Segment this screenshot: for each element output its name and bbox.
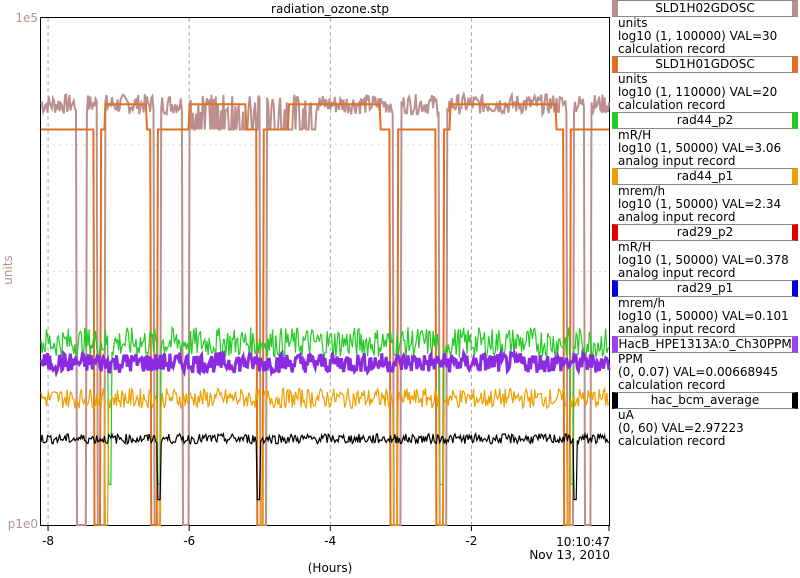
legend-type: analog input record — [618, 266, 736, 280]
legend-units: units — [618, 72, 648, 86]
legend-entry: hac_bcm_average uA (0, 60) VAL=2.97223 calc… — [612, 392, 800, 448]
legend-range: log10 (1, 50000) VAL=0.378 — [618, 253, 789, 267]
legend-range: log10 (1, 50000) VAL=2.34 — [618, 197, 782, 211]
x-tick-label: -4 — [324, 534, 336, 548]
plot-frame — [40, 17, 610, 526]
legend-type: calculation record — [618, 378, 726, 392]
legend-entry: rad44_p1 mrem/h log10 (1, 50000) VAL=2.34 a… — [612, 168, 800, 224]
end-time-label: 10:10:47 — [556, 535, 610, 549]
legend-units: mrem/h — [618, 296, 666, 310]
legend-units: mR/H — [618, 128, 652, 142]
x-tick-label: -6 — [183, 534, 195, 548]
legend-entry: HacB_HPE1313A:0_Ch30PPM PPM (0, 0.07) VAL=… — [612, 336, 800, 392]
x-tick-label: -8 — [42, 534, 54, 548]
legend-entry: SLD1H02GDOSC units log10 (1, 100000) VAL=3… — [612, 0, 800, 56]
legend-range: (0, 0.07) VAL=0.00668945 — [618, 365, 779, 379]
legend-entry: rad29_p2 mR/H log10 (1, 50000) VAL=0.378 an… — [612, 224, 800, 280]
legend-units: units — [618, 16, 648, 30]
stripchart-plot[interactable]: radiation_ozone.stp 1e5 p1e0 units -8 -6-… — [0, 0, 612, 578]
legend-signal-button[interactable]: rad44_p2 — [612, 112, 798, 129]
grid-lines — [41, 18, 609, 525]
series-line-hac_bcm_average — [40, 431, 610, 501]
legend-signal-button[interactable]: SLD1H01GDOSC — [612, 56, 798, 73]
legend-panel: SLD1H02GDOSC units log10 (1, 100000) VAL=3… — [612, 0, 800, 448]
series-line-SLD1H01GDOSC — [41, 103, 609, 526]
legend-signal-button[interactable]: rad29_p1 — [612, 280, 798, 297]
series-line-SLD1H02GDOSC — [40, 90, 610, 526]
x-tick-label: -2 — [465, 534, 477, 548]
legend-signal-button[interactable]: rad44_p1 — [612, 168, 798, 185]
y-axis-label: units — [1, 255, 15, 285]
end-date-label: Nov 13, 2010 — [529, 548, 610, 562]
legend-type: calculation record — [618, 98, 726, 112]
series-line-rad44_p1 — [40, 386, 610, 526]
legend-entry: rad44_p2 mR/H log10 (1, 50000) VAL=3.06 ana… — [612, 112, 800, 168]
legend-units: uA — [618, 408, 634, 422]
chart-title: radiation_ozone.stp — [271, 2, 389, 16]
legend-range: log10 (1, 110000) VAL=20 — [618, 85, 778, 99]
series-line-HacB_HPE1313A:0_Ch30PPM — [39, 347, 611, 378]
legend-type: analog input record — [618, 154, 736, 168]
legend-range: log10 (1, 100000) VAL=30 — [618, 29, 778, 43]
legend-range: log10 (1, 50000) VAL=0.101 — [618, 309, 789, 323]
legend-range: log10 (1, 50000) VAL=3.06 — [618, 141, 782, 155]
legend-type: analog input record — [618, 322, 736, 336]
legend-units: PPM — [618, 352, 643, 366]
series-layer — [39, 90, 611, 526]
legend-entry: SLD1H01GDOSC units log10 (1, 110000) VAL=2… — [612, 56, 800, 112]
x-axis-label: (Hours) — [308, 561, 353, 575]
legend-signal-button[interactable]: rad29_p2 — [612, 224, 798, 241]
legend-type: analog input record — [618, 210, 736, 224]
legend-units: mrem/h — [618, 184, 666, 198]
legend-type: calculation record — [618, 42, 726, 56]
legend-type: calculation record — [618, 434, 726, 448]
legend-units: mR/H — [618, 240, 652, 254]
legend-signal-button[interactable]: SLD1H02GDOSC — [612, 0, 798, 17]
legend-range: (0, 60) VAL=2.97223 — [618, 421, 744, 435]
y-tick-bottom: p1e0 — [8, 517, 38, 531]
legend-signal-button[interactable]: HacB_HPE1313A:0_Ch30PPM — [612, 336, 798, 353]
x-ticks: -8 -6 -4 -2 — [42, 525, 610, 548]
legend-signal-button[interactable]: hac_bcm_average — [612, 392, 798, 409]
y-tick-top: 1e5 — [15, 11, 38, 25]
legend-entry: rad29_p1 mrem/h log10 (1, 50000) VAL=0.101… — [612, 280, 800, 336]
